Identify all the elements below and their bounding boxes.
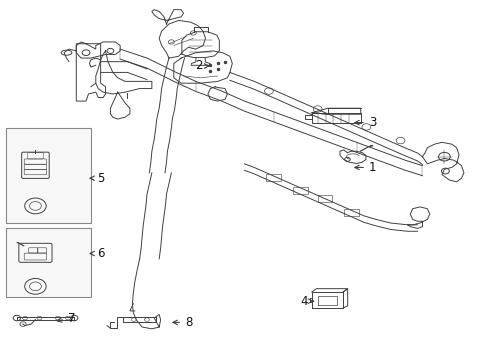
Bar	[344, 209, 358, 216]
Text: 5: 5	[90, 172, 104, 185]
Text: 6: 6	[90, 247, 104, 260]
Text: 1: 1	[354, 161, 376, 174]
Bar	[266, 174, 281, 181]
Bar	[5, 228, 91, 297]
Bar	[317, 195, 331, 202]
Text: 3: 3	[354, 116, 375, 129]
Text: 2: 2	[194, 59, 208, 72]
Text: 8: 8	[173, 316, 192, 329]
Bar	[293, 187, 307, 194]
Text: 7: 7	[57, 311, 75, 325]
Text: 4: 4	[300, 295, 313, 308]
Bar	[5, 128, 91, 223]
